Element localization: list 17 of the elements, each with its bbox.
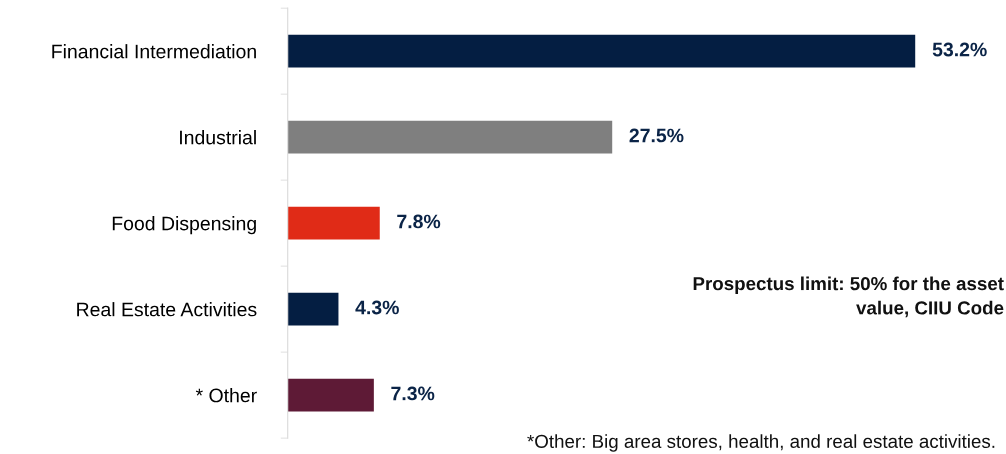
bar [287,34,916,68]
data-label: 7.3% [391,386,435,401]
data-label: 7.8% [397,214,441,229]
bar [287,206,380,240]
annotation: Prospectus limit: 50% for the asset value, CIIU Code [693,276,1004,318]
y-tick-label: Financial Intermediation [52,44,256,59]
y-tick-label: Real Estate Activities [77,302,257,317]
annotation: *Other: Big area stores, health, and real estate activities. [527,434,995,452]
y-tick-label: Food Dispensing [112,216,256,235]
data-label: 27.5% [629,128,684,143]
data-label: 4.3% [355,300,399,315]
bar [287,378,374,412]
y-tick-label: Industrial [180,130,256,145]
data-label: 53.2% [932,42,987,57]
y-tick-label: * Other [195,388,257,403]
bar [287,292,339,326]
bar [287,120,613,154]
